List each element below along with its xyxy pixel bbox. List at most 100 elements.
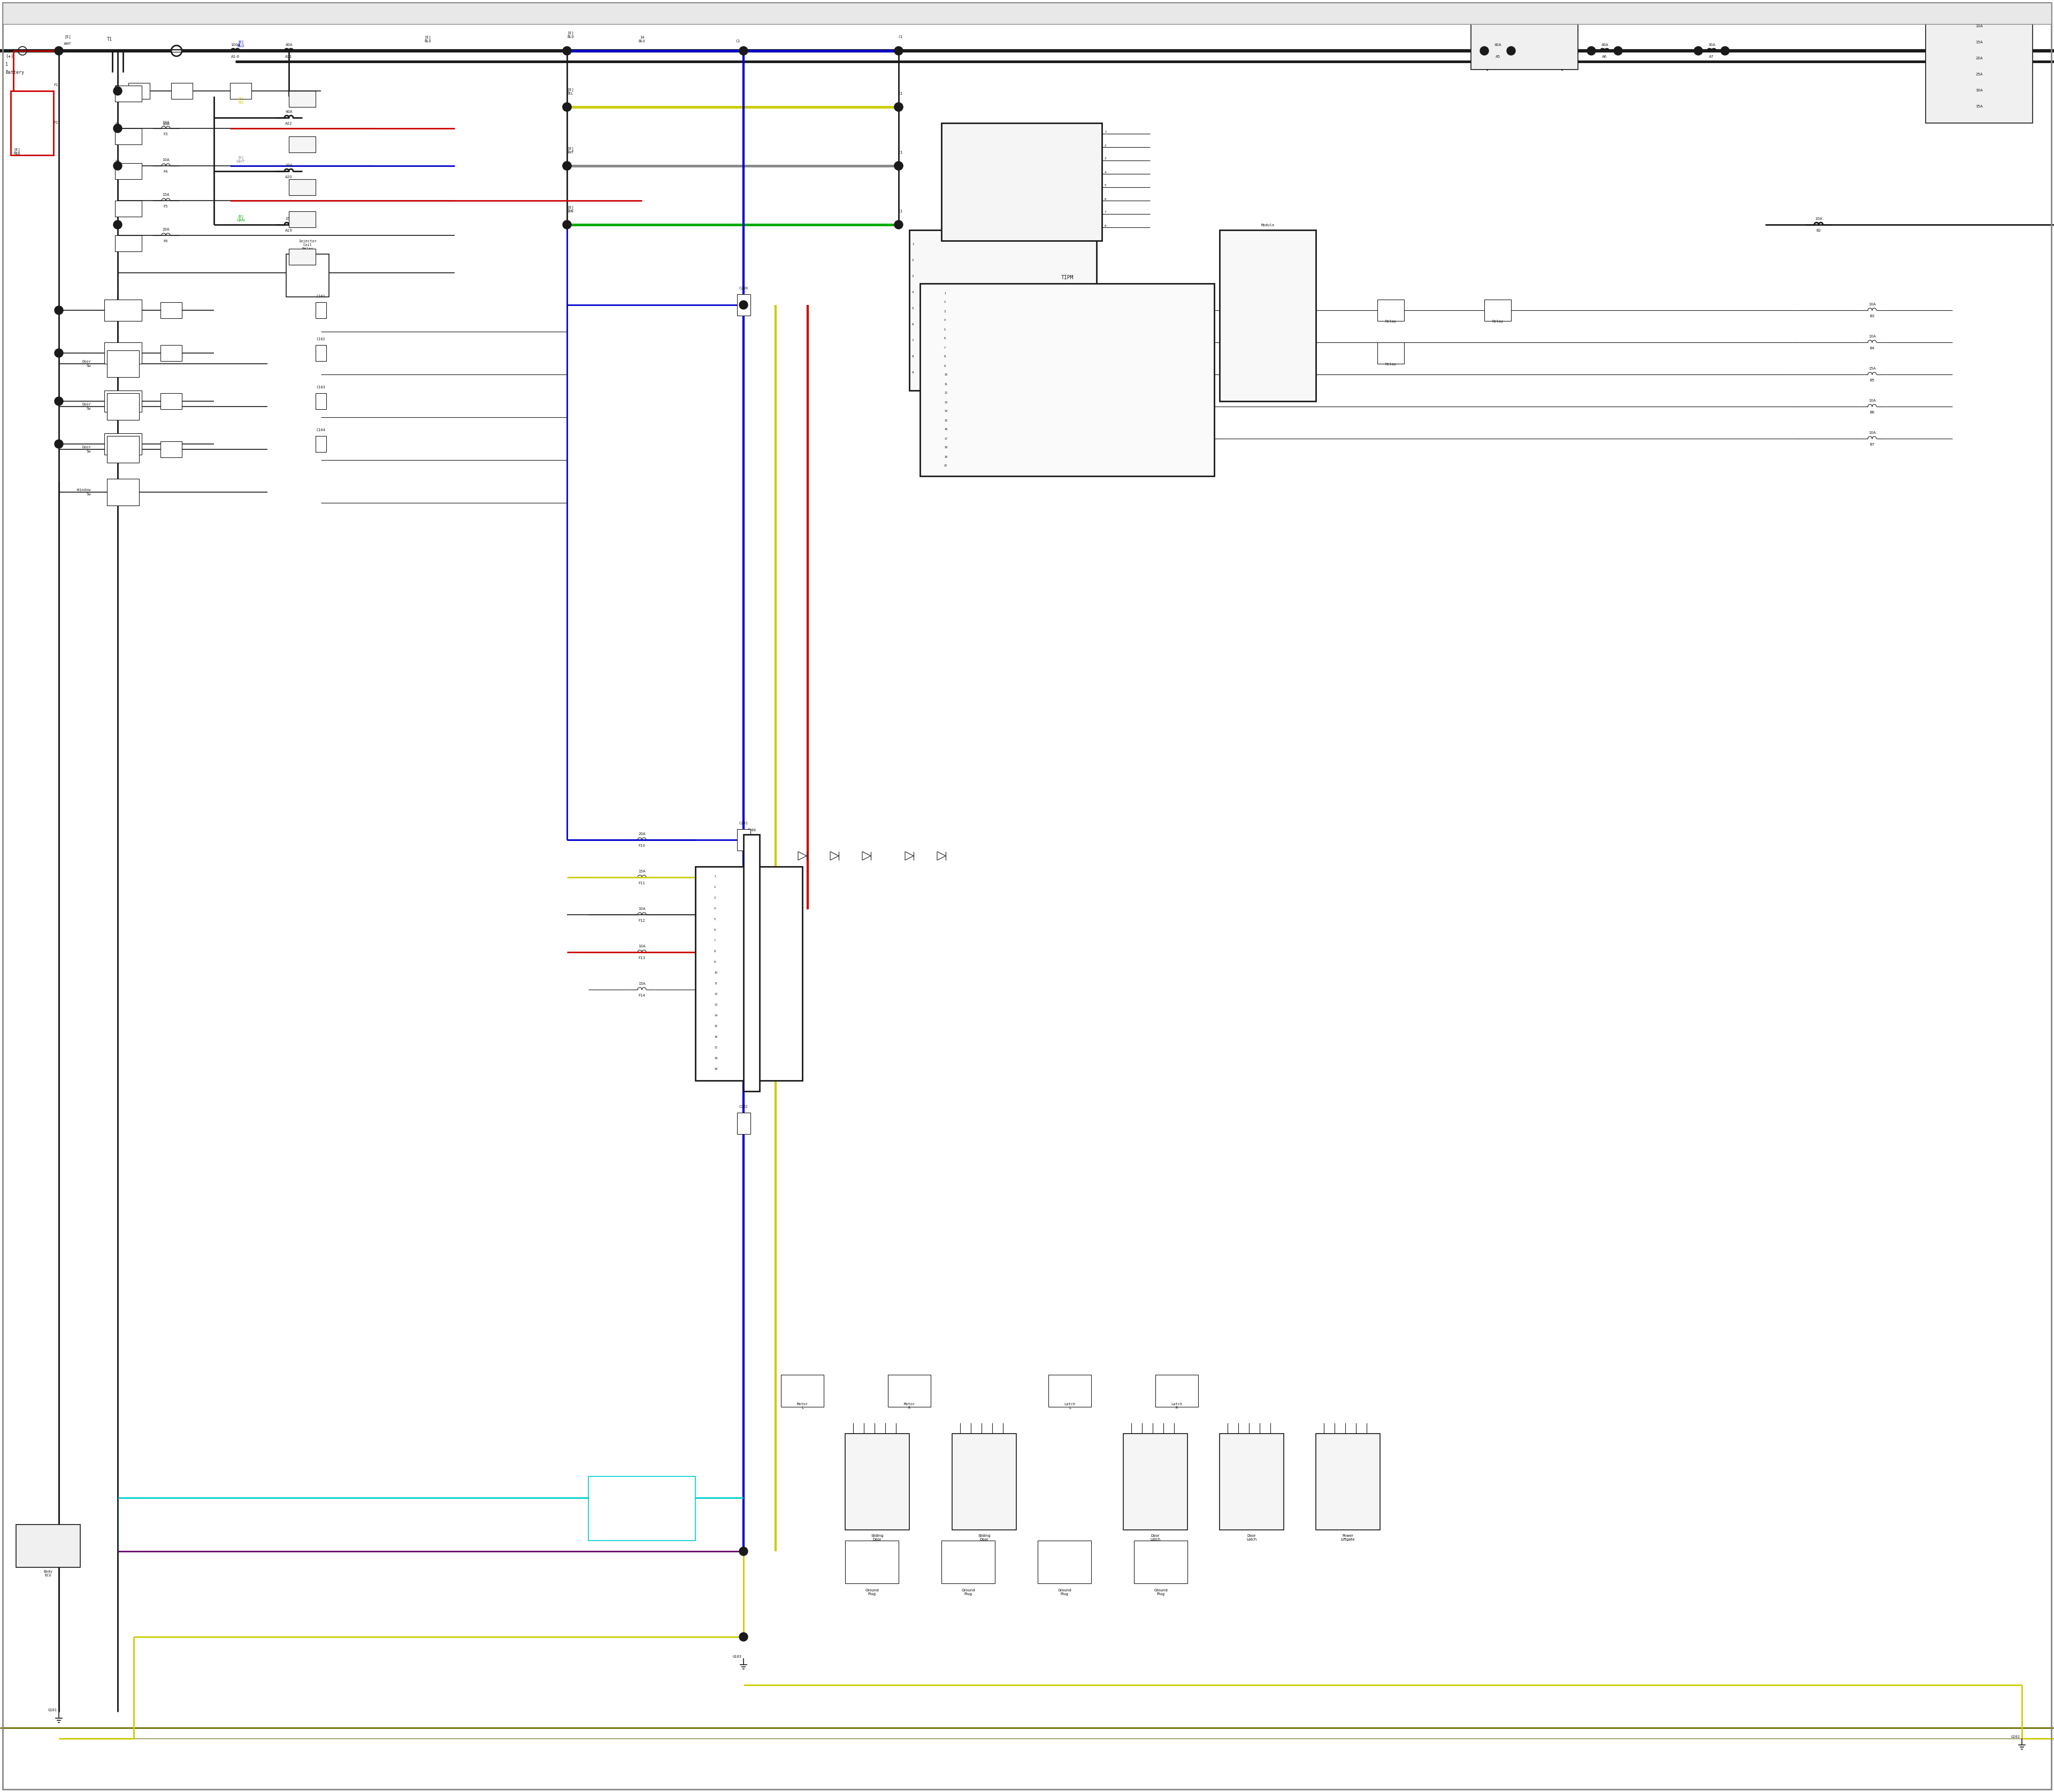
Text: Module: Module (1261, 224, 1276, 228)
Bar (107, 435, 140, 462)
Text: F11: F11 (639, 882, 645, 885)
Text: B2: B2 (1816, 229, 1822, 233)
Text: F1: F1 (115, 84, 119, 88)
Text: Door
Sw: Door Sw (82, 446, 90, 453)
Text: 15A: 15A (639, 982, 645, 986)
Bar (781, 1374, 824, 1407)
Circle shape (1614, 47, 1623, 56)
Text: 15A: 15A (286, 217, 292, 220)
Bar (953, 1434, 1017, 1530)
Text: F10: F10 (639, 844, 645, 848)
Text: A5: A5 (1495, 56, 1499, 59)
Text: B3: B3 (1869, 315, 1875, 317)
Text: 19: 19 (715, 1068, 717, 1070)
Text: 10A: 10A (162, 120, 170, 124)
Bar (1037, 1541, 1091, 1584)
Circle shape (563, 161, 571, 170)
Circle shape (1695, 47, 1703, 56)
Circle shape (563, 220, 571, 229)
Text: BCM: BCM (998, 222, 1009, 228)
Bar (107, 392, 140, 419)
Bar (10, 91, 53, 156)
Text: 25A: 25A (1976, 73, 1982, 75)
Text: G101: G101 (47, 1708, 58, 1711)
Bar (737, 830, 750, 851)
Text: 10A: 10A (1869, 432, 1875, 434)
Text: Sliding
Door
Motor L: Sliding Door Motor L (871, 1534, 885, 1545)
Text: [E]: [E] (64, 34, 72, 38)
Text: PCM-R: PCM-R (1518, 9, 1530, 13)
Text: 14
BLU: 14 BLU (639, 36, 645, 43)
Text: 40A: 40A (286, 109, 292, 113)
Circle shape (1721, 47, 1729, 56)
Text: Fuse
Panel: Fuse Panel (1974, 5, 1984, 13)
Circle shape (893, 47, 904, 56)
Circle shape (113, 124, 121, 133)
Text: [E]
GRN: [E] GRN (567, 206, 573, 213)
Text: C1: C1 (900, 151, 904, 154)
Bar (941, 124, 1101, 240)
Text: 19: 19 (945, 455, 947, 459)
Bar (587, 1477, 696, 1541)
Text: 18: 18 (945, 446, 947, 450)
Bar (105, 299, 142, 321)
Text: C1: C1 (900, 91, 904, 95)
Text: 10A: 10A (639, 944, 645, 948)
Text: Door
Latch: Door Latch (1150, 1534, 1161, 1541)
Bar (920, 283, 1214, 477)
Text: 10A: 10A (1869, 335, 1875, 339)
Text: C102: C102 (316, 337, 325, 340)
Text: Relay: Relay (1384, 321, 1397, 323)
Bar (887, 1374, 930, 1407)
Circle shape (55, 439, 64, 448)
Text: WHT: WHT (64, 43, 72, 45)
Circle shape (739, 1546, 748, 1555)
Text: [E]
YEL: [E] YEL (567, 88, 573, 95)
Text: 40A: 40A (1493, 43, 1501, 47)
Text: A20: A20 (286, 176, 292, 179)
Text: 30A: 30A (1976, 90, 1982, 91)
Text: A22: A22 (286, 122, 292, 125)
Bar (737, 294, 750, 315)
Text: [E]
RED: [E] RED (14, 147, 21, 156)
Circle shape (1508, 47, 1516, 56)
Circle shape (55, 396, 64, 405)
Circle shape (55, 349, 64, 357)
Text: 11: 11 (715, 982, 717, 984)
Text: 15A: 15A (162, 194, 170, 197)
Text: 20A: 20A (639, 831, 645, 835)
Circle shape (1481, 47, 1489, 56)
Text: 100A: 100A (230, 43, 240, 47)
Text: Body
ECU: Body ECU (43, 1570, 53, 1577)
Text: 30A: 30A (1709, 43, 1715, 47)
Bar (2, 2, 2052, 23)
Text: G103: G103 (733, 1656, 741, 1658)
Text: Latch
L: Latch L (1064, 1403, 1076, 1410)
Text: 10A: 10A (1869, 400, 1875, 401)
Text: 14: 14 (715, 1014, 717, 1016)
Text: 20: 20 (945, 464, 947, 468)
Circle shape (739, 301, 748, 310)
Circle shape (55, 47, 64, 56)
Text: TIPM: TIPM (1060, 274, 1074, 280)
Text: F13: F13 (639, 957, 645, 961)
Bar (160, 392, 183, 409)
Bar (286, 254, 329, 297)
Text: 10A: 10A (1976, 25, 1982, 29)
Text: Ground
Plug: Ground Plug (961, 1590, 976, 1595)
Bar (290, 249, 316, 265)
Text: A7: A7 (1709, 56, 1715, 59)
Text: 10A: 10A (639, 907, 645, 910)
Bar (844, 1541, 900, 1584)
Text: F4: F4 (164, 170, 168, 174)
Bar (844, 1434, 910, 1530)
Text: B7: B7 (1869, 443, 1875, 446)
Text: B6: B6 (1869, 410, 1875, 414)
Text: Door
Sw: Door Sw (82, 403, 90, 410)
Text: 20A: 20A (1976, 57, 1982, 59)
Text: A6: A6 (1602, 56, 1606, 59)
Text: 10A: 10A (1869, 303, 1875, 306)
Text: F5: F5 (164, 204, 168, 208)
Bar (316, 435, 327, 452)
Text: [E]
GRN: [E] GRN (236, 215, 244, 222)
